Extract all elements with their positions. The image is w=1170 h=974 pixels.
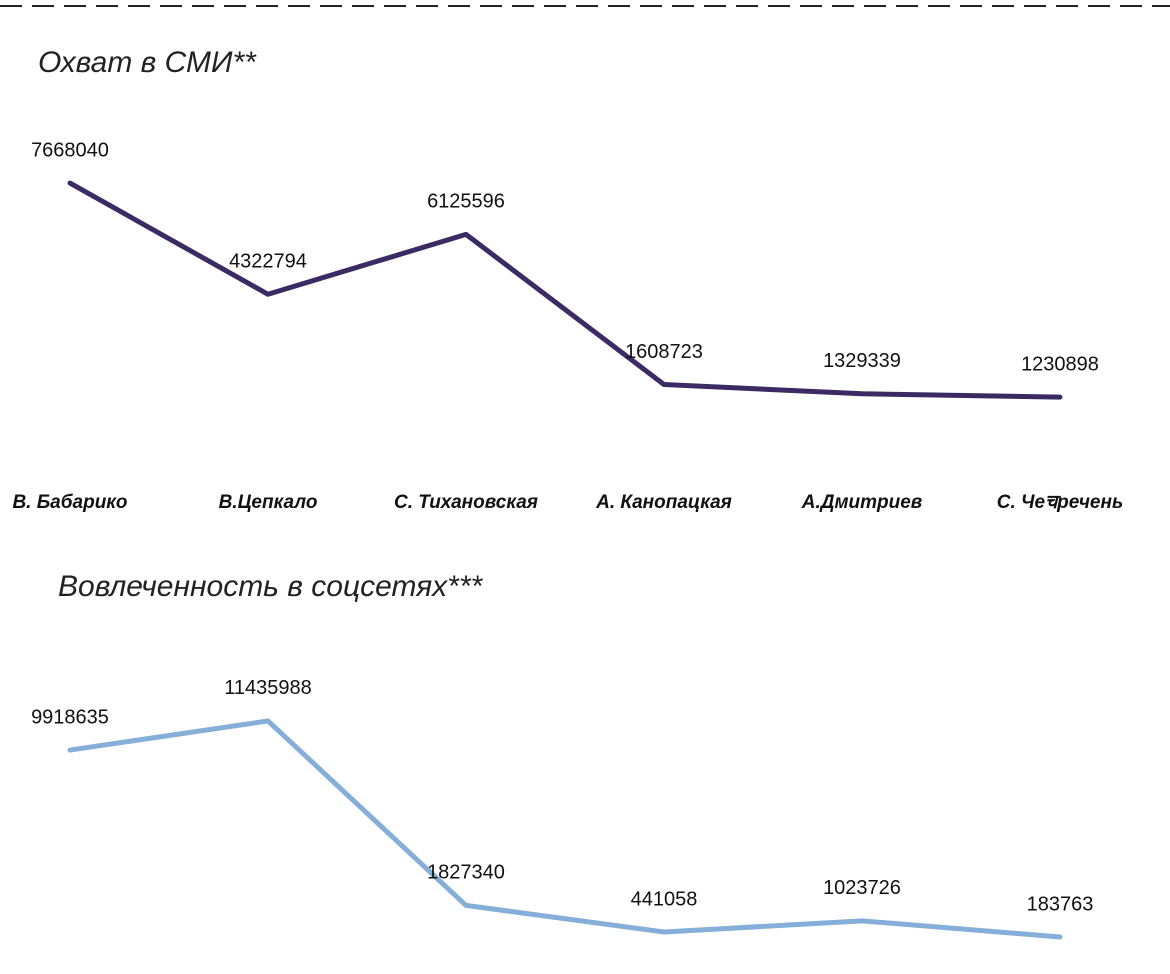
data-label: 6125596 xyxy=(427,191,505,213)
data-label: 441058 xyxy=(631,888,698,910)
x-tick-label: А.Дмитриев xyxy=(801,492,923,513)
data-label: 7668040 xyxy=(31,139,109,161)
data-label: 183763 xyxy=(1027,893,1094,915)
line xyxy=(67,718,1063,940)
x-tick-label: В. Бабарико xyxy=(12,492,127,513)
data-label: 1023726 xyxy=(823,877,901,899)
data-label: 1230898 xyxy=(1021,353,1099,375)
line xyxy=(67,180,1063,400)
chart-title: Охват в СМИ** xyxy=(38,46,257,79)
data-label: 1827340 xyxy=(427,862,505,884)
data-label: 11435988 xyxy=(224,677,312,699)
data-label: 1329339 xyxy=(823,350,901,372)
data-label: 4322794 xyxy=(229,251,307,273)
chart-title: Вовлеченность в соцсетях*** xyxy=(58,570,484,603)
data-label: 1608723 xyxy=(625,341,703,363)
x-tick-label: А. Канопацкая xyxy=(595,492,732,513)
x-tick-label: С. Тихановская xyxy=(394,492,538,513)
x-tick-label: С. Чеचречень xyxy=(997,492,1123,513)
data-label: 9918635 xyxy=(31,706,109,728)
x-tick-label: В.Цепкало xyxy=(219,492,318,513)
